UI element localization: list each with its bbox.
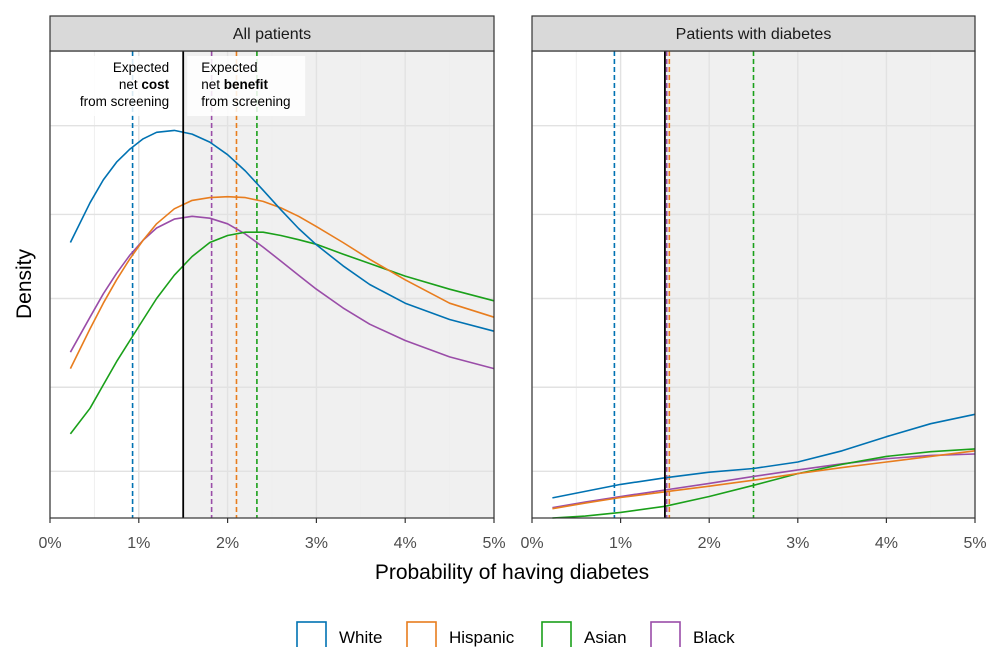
x-tick-label: 3% [786,535,809,552]
annotation-cost-prefix: net [119,77,142,92]
x-tick-label: 4% [394,535,417,552]
annotation-cost-line2: net cost [119,77,170,92]
x-tick-label: 4% [875,535,898,552]
legend-label-white: White [339,628,382,647]
facet-title: Patients with diabetes [676,26,832,43]
annotation-benefit-line3: from screening [201,94,290,109]
annotation-cost-line1: Expected [113,60,169,75]
annotation-cost-background [63,56,181,116]
shaded-benefit-region [664,51,975,518]
series-line-white [552,413,976,499]
x-tick-label: 5% [963,535,986,552]
panel-patients-with-diabetes: Patients with diabetes 0% 1% 2% 3% 4% 5% [520,15,987,552]
legend-key-asian [541,621,572,647]
series-line-black [69,215,495,370]
series-line-asian [552,448,976,519]
x-tick-label: 5% [482,535,505,552]
x-tick-label: 1% [127,535,150,552]
annotation-cost-line3: from screening [80,94,169,109]
y-axis-title: Density [13,248,36,319]
annotation-benefit-background [187,56,306,116]
legend-label-black: Black [693,628,735,647]
annotation-benefit-line2: net benefit [201,77,268,92]
legend-item-white: White [296,621,382,647]
x-tick-label: 1% [609,535,632,552]
legend-item-asian: Asian [541,621,627,647]
legend-item-black: Black [650,621,735,647]
series-line-white [69,129,495,332]
legend-key-white [296,621,327,647]
x-axis-title: Probability of having diabetes [375,561,649,584]
x-tick-label: 0% [520,535,543,552]
series-line-black [552,453,976,509]
annotation-benefit-prefix: net [201,77,224,92]
series-line-asian [69,231,495,435]
legend-item-hispanic: Hispanic [406,621,515,647]
facet-strip [531,15,976,52]
legend-label-asian: Asian [584,628,627,647]
panel-all-patients: All patients 0% 1% 2% 3% 4% 5% [38,15,506,552]
annotation-benefit-line1: Expected [201,60,257,75]
series-line-hispanic [69,195,495,369]
facet-title: All patients [233,26,311,43]
legend-key-black [650,621,681,647]
x-tick-label: 0% [38,535,61,552]
legend-key-hispanic [406,621,437,647]
x-tick-label: 3% [305,535,328,552]
legend-label-hispanic: Hispanic [449,628,515,647]
shaded-benefit-region [183,51,494,518]
x-tick-label: 2% [698,535,721,552]
x-tick-label: 2% [216,535,239,552]
annotation-cost-keyword: cost [141,77,169,92]
series-line-hispanic [552,450,976,510]
legend: White Hispanic Asian Black [296,621,735,647]
annotation-benefit-keyword: benefit [224,77,269,92]
facet-strip [49,15,495,52]
